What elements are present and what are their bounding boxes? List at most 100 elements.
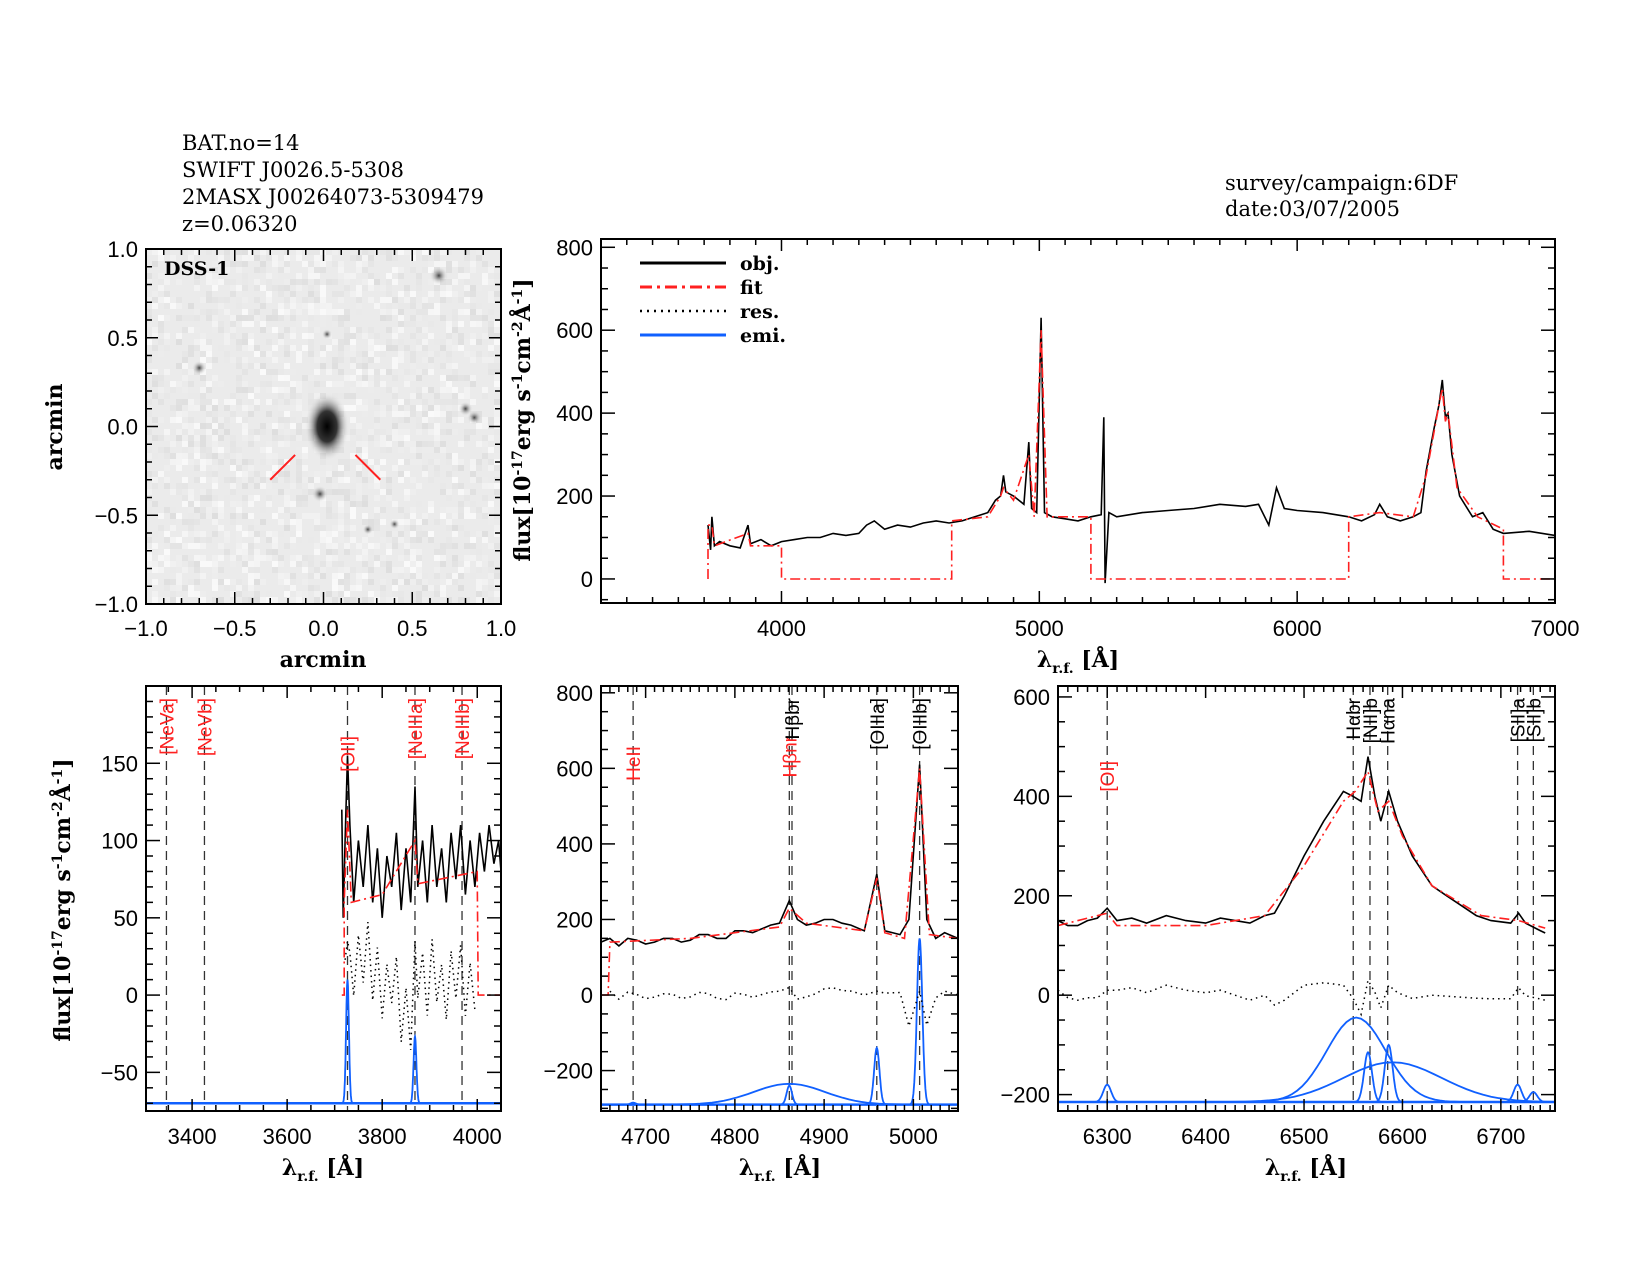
image-pixel: [458, 471, 464, 477]
image-pixel: [296, 537, 302, 543]
image-pixel: [410, 489, 416, 495]
image-pixel: [362, 441, 368, 447]
image-pixel: [146, 489, 152, 495]
image-pixel: [200, 267, 206, 273]
image-pixel: [200, 489, 206, 495]
image-pixel: [224, 447, 230, 453]
image-pixel: [434, 471, 440, 477]
image-pixel: [152, 483, 158, 489]
image-pixel: [248, 429, 254, 435]
image-pixel: [224, 405, 230, 411]
image-pixel: [272, 273, 278, 279]
image-pixel: [410, 321, 416, 327]
image-pixel: [494, 339, 500, 345]
image-pixel: [440, 429, 446, 435]
image-pixel: [422, 357, 428, 363]
image-pixel: [182, 537, 188, 543]
image-pixel: [362, 459, 368, 465]
image-pixel: [236, 447, 242, 453]
image-pixel: [446, 519, 452, 525]
image-pixel: [170, 297, 176, 303]
image-pixel: [206, 387, 212, 393]
image-pixel: [182, 315, 188, 321]
image-pixel: [350, 537, 356, 543]
image-pixel: [296, 399, 302, 405]
image-pixel: [182, 357, 188, 363]
image-pixel: [446, 261, 452, 267]
image-pixel: [230, 333, 236, 339]
image-pixel: [170, 591, 176, 597]
image-pixel: [170, 381, 176, 387]
image-pixel: [284, 267, 290, 273]
image-pixel: [314, 567, 320, 573]
image-pixel: [254, 405, 260, 411]
image-pixel: [422, 255, 428, 261]
image-pixel: [452, 411, 458, 417]
image-pixel: [200, 405, 206, 411]
image-pixel: [320, 351, 326, 357]
image-pixel: [194, 591, 200, 597]
image-pixel: [242, 405, 248, 411]
image-pixel: [248, 393, 254, 399]
image-pixel: [392, 465, 398, 471]
image-pixel: [314, 477, 320, 483]
image-pixel: [236, 345, 242, 351]
image-pixel: [374, 555, 380, 561]
image-pixel: [254, 279, 260, 285]
image-pixel: [428, 363, 434, 369]
image-pixel: [350, 501, 356, 507]
image-pixel: [152, 375, 158, 381]
image-pixel: [446, 345, 452, 351]
image-pixel: [416, 567, 422, 573]
image-pixel: [254, 597, 260, 603]
image-pixel: [398, 345, 404, 351]
image-pixel: [248, 441, 254, 447]
image-pixel: [236, 543, 242, 549]
image-pixel: [368, 261, 374, 267]
image-pixel: [260, 447, 266, 453]
image-pixel: [146, 471, 152, 477]
image-pixel: [356, 465, 362, 471]
image-pixel: [488, 543, 494, 549]
image-pixel: [242, 417, 248, 423]
image-pixel: [278, 579, 284, 585]
image-pixel: [422, 303, 428, 309]
image-pixel: [266, 501, 272, 507]
image-pixel: [452, 525, 458, 531]
image-pixel: [290, 279, 296, 285]
image-pixel: [260, 369, 266, 375]
image-pixel: [398, 405, 404, 411]
image-pixel: [350, 429, 356, 435]
image-x-axis-label: arcmin: [280, 647, 367, 673]
image-pixel: [350, 513, 356, 519]
image-pixel: [230, 315, 236, 321]
image-pixel: [434, 429, 440, 435]
image-pixel: [266, 315, 272, 321]
image-pixel: [242, 513, 248, 519]
image-pixel: [470, 351, 476, 357]
image-pixel: [374, 483, 380, 489]
image-pixel: [296, 531, 302, 537]
image-pixel: [470, 261, 476, 267]
image-pixel: [356, 573, 362, 579]
image-pixel: [332, 261, 338, 267]
image-pixel: [212, 447, 218, 453]
image-pixel: [314, 267, 320, 273]
image-pixel: [224, 531, 230, 537]
image-pixel: [428, 435, 434, 441]
image-pixel: [272, 345, 278, 351]
image-pixel: [476, 459, 482, 465]
image-pixel: [434, 393, 440, 399]
image-pixel: [470, 471, 476, 477]
image-pixel: [230, 561, 236, 567]
emission-component: [1087, 1083, 1127, 1103]
image-pixel: [182, 501, 188, 507]
image-pixel: [158, 399, 164, 405]
image-pixel: [374, 279, 380, 285]
image-pixel: [296, 249, 302, 255]
image-pixel: [398, 447, 404, 453]
image-pixel: [212, 459, 218, 465]
image-pixel: [158, 297, 164, 303]
image-pixel: [152, 345, 158, 351]
image-pixel: [494, 381, 500, 387]
